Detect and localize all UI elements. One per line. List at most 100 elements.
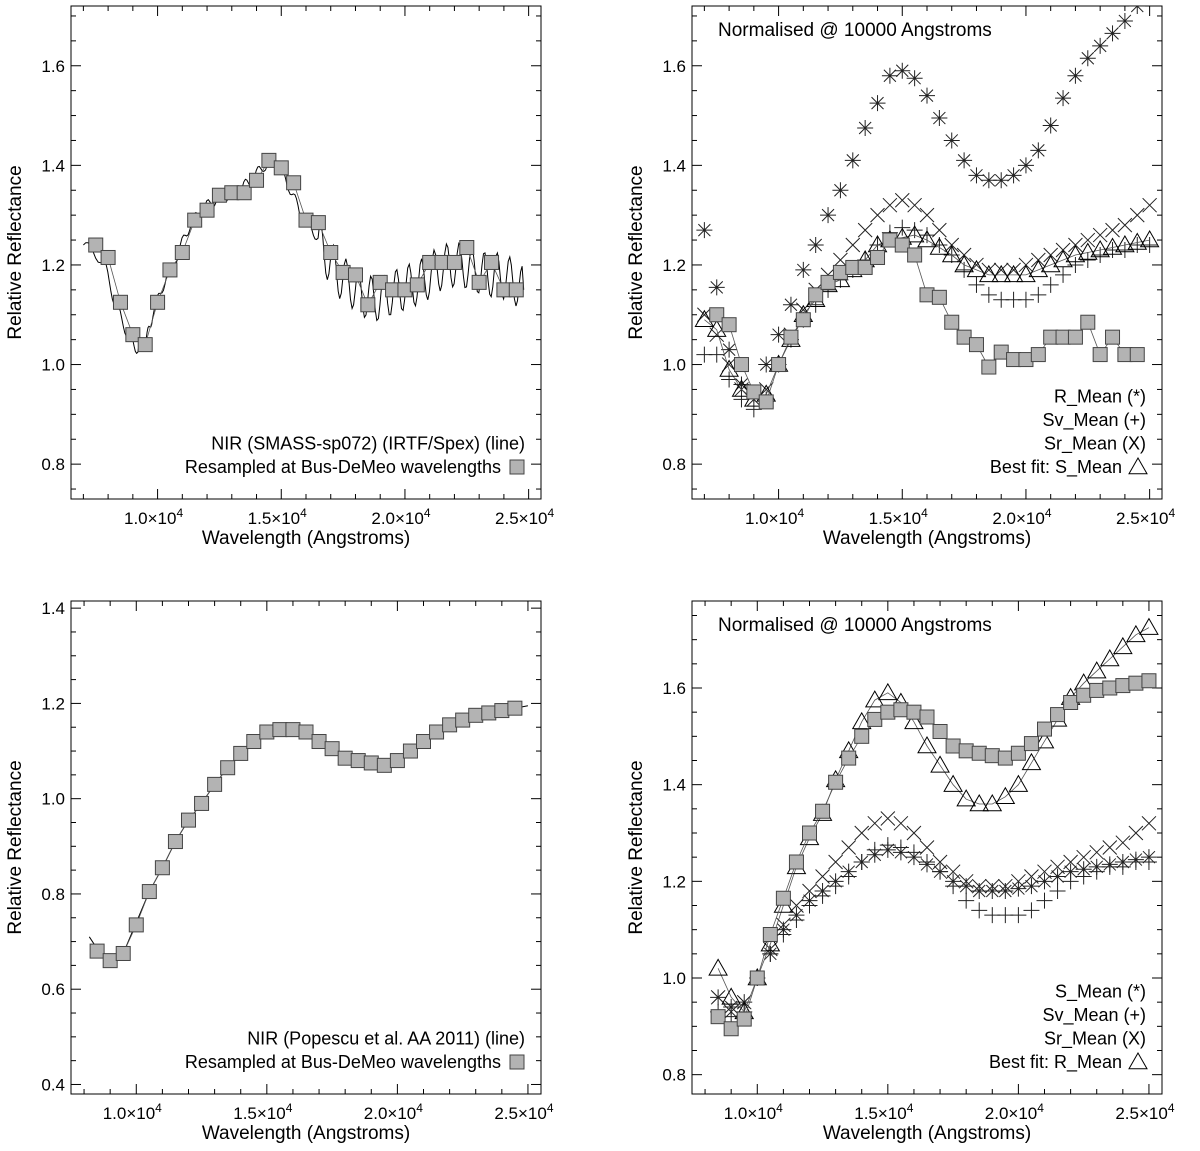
- data-point-cross: [723, 1004, 739, 1020]
- data-point-asterisk: [1104, 25, 1121, 42]
- x-tick-exponent: 4: [1037, 1101, 1044, 1115]
- data-point-square: [828, 774, 844, 790]
- data-point-cross: [1129, 207, 1145, 223]
- y-tick-label: 1.2: [41, 256, 65, 275]
- data-point-plus: [1062, 873, 1079, 890]
- data-point-plus: [1114, 858, 1131, 875]
- data-point-triangle: [1028, 259, 1049, 278]
- data-point-square: [310, 215, 326, 231]
- data-point-square: [1128, 675, 1144, 691]
- data-point-plus: [1030, 286, 1047, 303]
- data-point-square: [1080, 314, 1096, 330]
- data-point-cross: [802, 883, 817, 899]
- data-point-asterisk: [1023, 878, 1040, 895]
- legend-entry-text: Resampled at Bus-DeMeo wavelengths: [185, 1052, 501, 1072]
- legend: NIR (Popescu et al. AA 2011) (line) Resam…: [185, 1029, 525, 1073]
- legend-marker-triangle: [1128, 456, 1148, 475]
- data-point-square: [919, 709, 935, 725]
- legend-entry-text: Sr_Mean (X): [1044, 1029, 1146, 1050]
- data-point-asterisk: [721, 341, 738, 358]
- data-point-triangle: [1034, 731, 1055, 749]
- data-point-square: [1129, 347, 1145, 363]
- data-point-plus: [1049, 883, 1066, 899]
- data-point-triangle: [930, 755, 950, 773]
- data-point-triangle: [1112, 636, 1133, 655]
- data-point-square: [141, 884, 157, 900]
- data-point-square: [347, 267, 363, 283]
- data-point-cross: [1128, 825, 1144, 841]
- data-point-asterisk: [1017, 157, 1034, 174]
- data-point-triangle: [1008, 774, 1029, 792]
- data-point-square: [854, 728, 870, 744]
- data-point-asterisk: [832, 182, 849, 199]
- data-point-square: [1063, 695, 1079, 710]
- data-point-square: [931, 289, 947, 305]
- data-point-plus: [958, 892, 975, 909]
- data-point-square: [259, 724, 275, 740]
- data-point-asterisk: [1049, 868, 1066, 885]
- data-point-square: [841, 750, 857, 766]
- x-tick-label: 2.0×104: [985, 1101, 1044, 1123]
- data-point-square: [402, 743, 418, 759]
- data-point-square: [771, 357, 787, 373]
- data-point-cross: [1105, 222, 1120, 238]
- data-point-triangle: [877, 682, 898, 701]
- data-point-triangle: [851, 711, 872, 730]
- data-point-asterisk: [931, 110, 948, 127]
- data-point-triangle: [982, 793, 1003, 812]
- data-point-square: [174, 245, 190, 260]
- data-point-plus: [892, 839, 909, 856]
- data-point-square: [446, 254, 462, 270]
- data-point-triangle: [1077, 242, 1098, 260]
- data-point-square: [749, 970, 765, 986]
- x-tick-exponent: 4: [797, 506, 804, 520]
- data-point-triangle: [1040, 254, 1061, 273]
- data-point-square: [429, 724, 445, 740]
- x-tick-exponent: 4: [1045, 506, 1052, 520]
- data-point-triangle: [917, 735, 937, 754]
- data-point-cross: [1024, 869, 1039, 884]
- data-point-square: [710, 1009, 726, 1025]
- data-point-square: [783, 329, 799, 345]
- data-point-square: [323, 245, 339, 260]
- x-axis-label: Wavelength (Angstroms): [823, 1123, 1031, 1144]
- data-point-asterisk: [807, 237, 824, 254]
- data-point-cross: [882, 197, 898, 213]
- data-point-square: [363, 755, 379, 771]
- data-point-plus: [931, 237, 948, 254]
- data-point-cross: [870, 207, 885, 223]
- data-point-square: [893, 702, 909, 718]
- data-point-square: [194, 795, 210, 811]
- data-point-square: [137, 337, 153, 353]
- data-point-square: [1050, 707, 1066, 723]
- data-point-asterisk: [997, 883, 1014, 899]
- data-point-asterisk: [894, 62, 911, 79]
- data-point-square: [758, 394, 774, 410]
- chart-panel-top-right: 1.0×104 1.5×104 2.0×104 2.5×104 0.8 1.0 1.2 1.4…: [626, 5, 1176, 549]
- legend-entry-text: Sv_Mean (+): [1042, 1005, 1146, 1026]
- data-point-triangle: [708, 958, 728, 976]
- data-point-triangle: [966, 259, 987, 278]
- data-point-asterisk: [1116, 12, 1133, 29]
- data-point-triangle: [991, 264, 1012, 283]
- x-tick-label: 2.5×104: [495, 506, 554, 528]
- legend-entry-text: Sr_Mean (X): [1044, 434, 1146, 455]
- data-point-plus: [905, 844, 922, 861]
- data-point-square: [508, 282, 524, 298]
- data-point-cross: [919, 207, 935, 223]
- data-point-cross: [894, 192, 910, 208]
- data-point-triangle: [929, 237, 950, 255]
- data-point-cross: [1080, 232, 1096, 248]
- data-point-asterisk: [906, 70, 923, 87]
- data-point-square: [1089, 682, 1105, 698]
- data-point-asterisk: [984, 883, 1001, 899]
- data-point-cross: [919, 840, 935, 855]
- plot-data: [708, 617, 1159, 1037]
- data-point-cross: [1102, 840, 1118, 855]
- data-point-square: [409, 277, 425, 293]
- data-point-square: [167, 834, 183, 850]
- data-point-plus: [1055, 266, 1072, 283]
- data-point-plus: [827, 878, 844, 895]
- data-point-cross: [997, 878, 1013, 894]
- data-point-triangle: [760, 934, 781, 952]
